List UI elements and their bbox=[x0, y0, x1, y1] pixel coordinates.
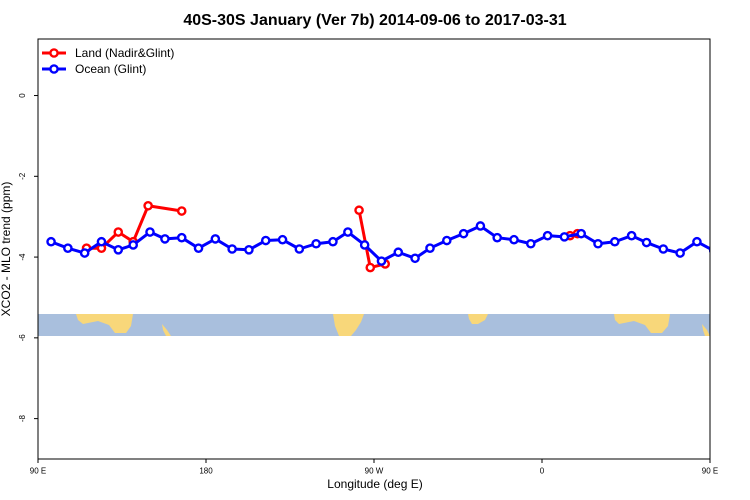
ocean-glint-point bbox=[294, 244, 305, 254]
ocean-glint-point bbox=[641, 237, 652, 248]
legend-label-ocean-glint: Ocean (Glint) bbox=[75, 62, 146, 76]
x-axis-label: Longitude (deg E) bbox=[327, 477, 422, 491]
ocean-glint-point bbox=[96, 236, 107, 247]
x-axis-ticks: 90 E 180 90 W 0 90 E bbox=[30, 459, 718, 476]
land-nadir-glint-point bbox=[736, 245, 743, 252]
ocean-glint-point bbox=[509, 234, 519, 245]
ocean-glint-point bbox=[441, 235, 452, 246]
x-tick-label: 90 W bbox=[365, 467, 384, 476]
y-axis-label: XCO2 - MLO trend (ppm) bbox=[0, 182, 13, 317]
ocean-glint-point bbox=[227, 244, 237, 254]
legend: Land (Nadir&Glint) Ocean (Glint) bbox=[42, 46, 174, 76]
ocean-glint-point bbox=[626, 230, 637, 241]
map-land-new-zealand-2 bbox=[702, 324, 710, 336]
ocean-glint-point bbox=[744, 228, 750, 235]
y-axis-ticks: 0 -2 -4 -6 -8 bbox=[18, 93, 38, 422]
y-tick-label: -6 bbox=[18, 334, 27, 342]
ocean-glint-point bbox=[376, 256, 387, 266]
ocean-glint-point bbox=[193, 243, 204, 253]
ocean-glint-point bbox=[526, 238, 536, 249]
plot-frame bbox=[37, 38, 711, 460]
map-ocean-band bbox=[38, 314, 710, 336]
map-land-australia bbox=[76, 314, 133, 333]
ocean-glint-point bbox=[559, 232, 570, 242]
ocean-glint-point bbox=[176, 232, 187, 243]
ocean-glint-point bbox=[492, 232, 503, 243]
ocean-glint-point bbox=[475, 221, 486, 231]
ocean-glint-point bbox=[328, 236, 338, 247]
ocean-glint-point bbox=[658, 244, 669, 254]
x-tick-label: 90 E bbox=[30, 467, 46, 476]
ocean-glint-point bbox=[46, 236, 56, 247]
legend-swatch-marker-ocean-glint bbox=[49, 64, 59, 74]
ocean-glint-point bbox=[113, 245, 124, 255]
ocean-glint-point bbox=[593, 238, 603, 249]
ocean-glint-point bbox=[63, 243, 73, 253]
ocean-glint-point bbox=[542, 230, 553, 241]
chart-title: 40S-30S January (Ver 7b) 2014-09-06 to 2… bbox=[183, 12, 566, 29]
ocean-glint-point bbox=[410, 253, 420, 264]
ocean-glint-point bbox=[359, 240, 370, 250]
ocean-glint-point bbox=[277, 234, 288, 245]
x-tick-label: 0 bbox=[540, 467, 545, 476]
ocean-glint-point bbox=[311, 238, 321, 249]
ocean-glint-point bbox=[260, 235, 271, 246]
land-nadir-glint-point bbox=[113, 227, 124, 237]
map-land-australia-2 bbox=[614, 314, 670, 333]
land-nadir-glint-point bbox=[354, 205, 364, 216]
map-land-south-america bbox=[333, 314, 364, 336]
ocean-glint-point bbox=[692, 236, 702, 247]
legend-label-land-nadir-glint: Land (Nadir&Glint) bbox=[75, 46, 174, 60]
map-land-africa bbox=[468, 314, 488, 324]
ocean-glint-point bbox=[576, 228, 587, 239]
ocean-glint-point bbox=[610, 236, 620, 247]
map-strip bbox=[38, 314, 710, 336]
ocean-glint-point bbox=[244, 245, 254, 255]
x-tick-label: 90 E bbox=[702, 467, 718, 476]
ocean-glint-point bbox=[210, 234, 221, 244]
ocean-glint-point bbox=[128, 240, 138, 250]
land-nadir-glint-point bbox=[176, 206, 187, 216]
y-tick-label: 0 bbox=[18, 93, 27, 98]
y-tick-label: -8 bbox=[18, 415, 27, 423]
ocean-glint-point bbox=[458, 228, 469, 239]
land-nadir-glint-point bbox=[365, 262, 376, 273]
ocean-glint-point bbox=[425, 243, 435, 253]
x-tick-label: 180 bbox=[199, 467, 213, 476]
ocean-glint-point bbox=[79, 248, 90, 258]
ocean-glint-point bbox=[675, 248, 685, 258]
ocean-glint-point bbox=[727, 241, 734, 248]
land-nadir-glint-point bbox=[143, 200, 153, 211]
land-nadir-glint-point bbox=[727, 245, 734, 252]
map-land-new-zealand bbox=[162, 324, 171, 336]
ocean-glint-point bbox=[393, 247, 404, 258]
series-layer bbox=[46, 200, 750, 273]
y-tick-label: -2 bbox=[18, 172, 27, 180]
ocean-glint-point bbox=[343, 227, 353, 237]
ocean-glint-point bbox=[708, 247, 710, 254]
ocean-glint-point bbox=[160, 234, 170, 244]
legend-swatch-marker-land-nadir-glint bbox=[49, 48, 59, 58]
ocean-glint-point bbox=[145, 227, 155, 237]
y-tick-label: -4 bbox=[18, 253, 27, 261]
